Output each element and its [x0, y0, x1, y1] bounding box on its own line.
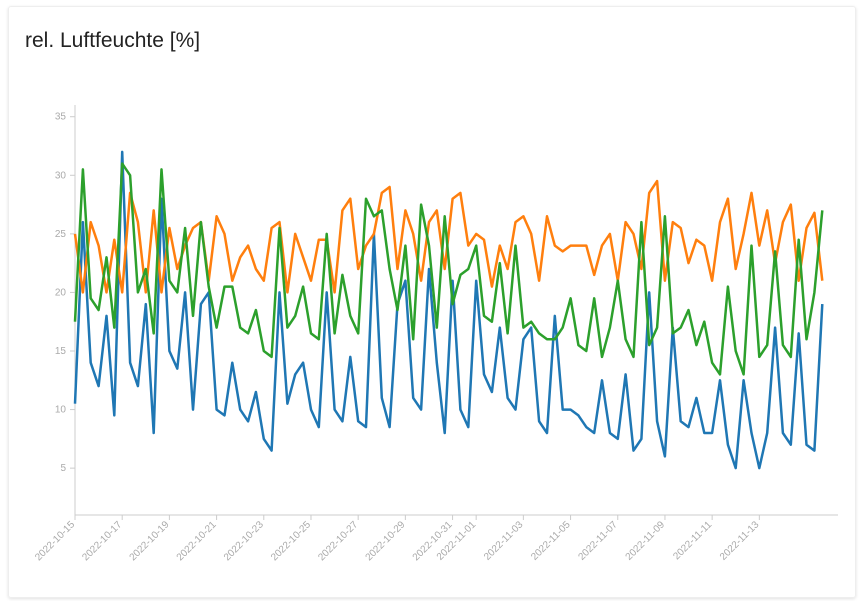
x-tick-label: 2022-11-03 — [482, 519, 526, 563]
x-tick-label: 2022-11-11 — [671, 519, 714, 562]
y-tick-label: 30 — [55, 170, 67, 181]
series-line — [73, 162, 824, 376]
x-tick-label: 2022-11-05 — [529, 519, 573, 563]
y-tick-label: 25 — [55, 229, 67, 240]
y-tick-label: 5 — [60, 463, 66, 474]
x-tick-label: 2022-10-17 — [80, 519, 124, 563]
x-tick-label: 2022-10-19 — [128, 519, 172, 563]
card: rel. Luftfeuchte [%] — [8, 6, 856, 598]
y-tick-label: 20 — [55, 287, 67, 298]
x-tick-label: 2022-10-15 — [33, 519, 77, 563]
x-tick-label: 2022-10-23 — [222, 519, 266, 563]
y-tick-label: 35 — [55, 112, 67, 123]
chart-title: rel. Luftfeuchte [%] — [25, 29, 201, 52]
x-tick-label: 2022-11-13 — [718, 519, 762, 563]
x-tick-label: 2022-10-21 — [175, 519, 219, 563]
y-tick-label: 10 — [55, 405, 67, 416]
x-tick-label: 2022-11-09 — [624, 519, 668, 563]
x-tick-label: 2022-10-25 — [269, 519, 313, 563]
x-tick-label: 2022-10-27 — [316, 519, 360, 563]
y-tick-label: 15 — [55, 346, 67, 357]
series-line — [73, 150, 824, 470]
x-tick-label: 2022-11-07 — [576, 519, 620, 563]
x-tick-label: 2022-10-29 — [364, 519, 408, 563]
